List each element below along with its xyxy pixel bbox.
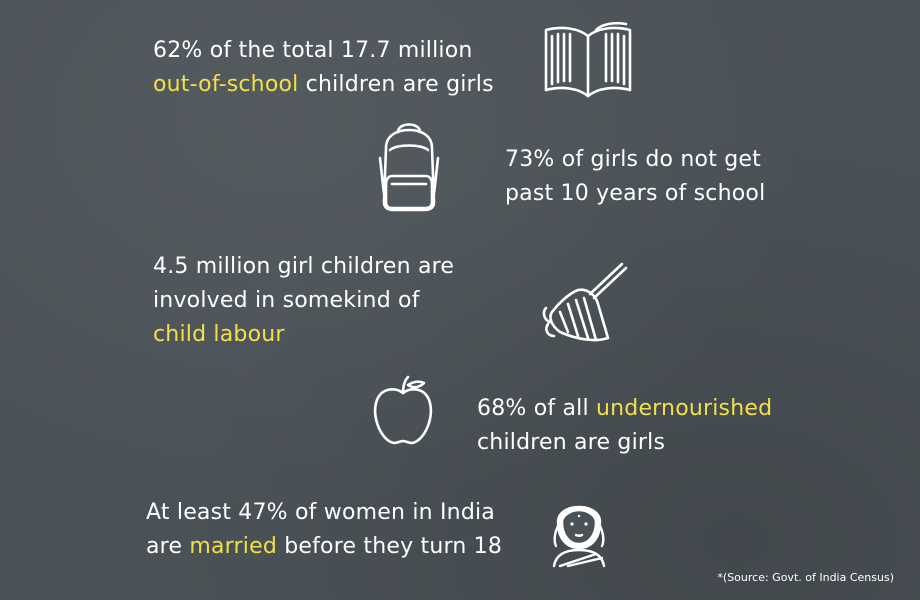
woman-face-icon: [546, 488, 612, 568]
stat-line: are married before they turn 18: [146, 530, 502, 564]
stat-line: 4.5 million girl children are: [153, 254, 455, 279]
backpack-icon: [374, 118, 444, 214]
stat-line: 73% of girls do not get: [505, 147, 761, 172]
source-note: *(Source: Govt. of India Census): [717, 571, 894, 584]
stat-line: 62% of the total 17.7 million: [153, 38, 473, 63]
highlight-text: undernourished: [596, 396, 773, 421]
apple-icon: [370, 375, 436, 447]
stat-child-labour: 4.5 million girl children are involved i…: [153, 250, 454, 352]
stat-text: 68% of all: [477, 396, 596, 421]
stat-text: are: [146, 534, 190, 559]
broom-icon: [538, 260, 634, 350]
stat-line: involved in somekind of: [153, 288, 420, 313]
stat-text: before they turn 18: [277, 534, 503, 559]
stat-line: out-of-school children are girls: [153, 68, 494, 102]
stat-text: children are girls: [298, 72, 494, 97]
stat-school-dropout: 73% of girls do not get past 10 years of…: [505, 143, 765, 211]
stat-line: children are girls: [477, 430, 666, 455]
stat-line: 68% of all undernourished: [477, 392, 772, 426]
stat-child-marriage: At least 47% of women in India are marri…: [146, 496, 502, 564]
highlight-text: child labour: [153, 322, 285, 347]
stat-undernourished: 68% of all undernourished children are g…: [477, 392, 772, 460]
highlight-text: married: [189, 534, 278, 559]
stat-line: past 10 years of school: [505, 181, 766, 206]
stat-line: At least 47% of women in India: [146, 500, 495, 525]
stat-out-of-school: 62% of the total 17.7 million out-of-sch…: [153, 34, 494, 102]
highlight-text: out-of-school: [153, 72, 299, 97]
book-icon: [540, 20, 636, 100]
